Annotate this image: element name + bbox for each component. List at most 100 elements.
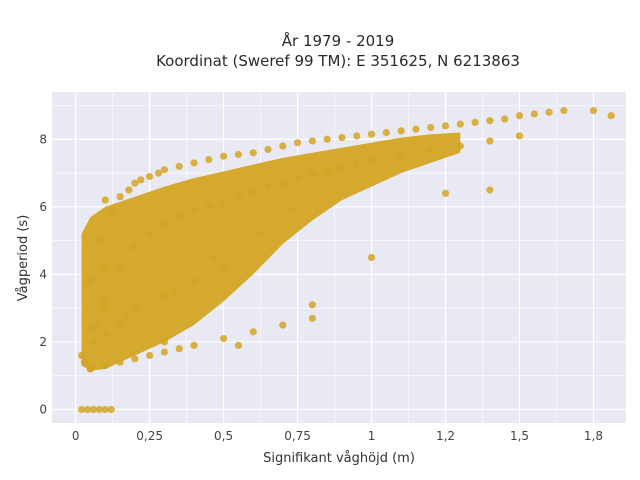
- data-point: [293, 174, 302, 182]
- data-point: [116, 358, 124, 366]
- data-point: [154, 169, 163, 177]
- data-point: [220, 196, 228, 204]
- data-point: [146, 172, 154, 181]
- y-tick-label: 4: [39, 267, 47, 281]
- data-point: [308, 314, 316, 322]
- data-point: [501, 115, 509, 123]
- data-point: [323, 135, 331, 143]
- data-point: [160, 348, 169, 356]
- scatter-points: [77, 106, 615, 414]
- chart-subtitle: Koordinat (Sweref 99 TM): E 351625, N 62…: [156, 52, 520, 70]
- data-point: [308, 301, 316, 309]
- data-point: [545, 108, 553, 116]
- data-point: [131, 179, 139, 187]
- data-point: [288, 206, 296, 214]
- data-point: [397, 152, 405, 160]
- data-point: [92, 321, 100, 329]
- data-point: [146, 351, 154, 360]
- data-point: [101, 361, 109, 370]
- data-point: [190, 159, 198, 167]
- data-point: [249, 188, 257, 196]
- x-tick-label: 1: [368, 429, 376, 443]
- data-point: [367, 130, 376, 138]
- data-point: [122, 311, 130, 319]
- x-axis-label: Signifikant våghöjd (m): [263, 451, 415, 466]
- x-axis-ticks: 0 0,25 0,5 0,75 1 1,2 1,5 1,8: [72, 429, 603, 443]
- data-point: [160, 291, 169, 299]
- data-point: [249, 328, 257, 336]
- y-tick-label: 2: [39, 335, 47, 349]
- data-point: [107, 209, 115, 218]
- data-point: [353, 161, 361, 169]
- y-tick-label: 0: [39, 402, 47, 416]
- data-point: [101, 331, 109, 339]
- data-point: [190, 341, 198, 349]
- data-point: [234, 193, 243, 201]
- data-point: [279, 321, 287, 329]
- data-point: [101, 264, 109, 272]
- data-point: [101, 196, 109, 204]
- data-point: [530, 110, 538, 118]
- data-point: [427, 123, 435, 132]
- data-point: [338, 164, 346, 172]
- data-point: [486, 186, 494, 194]
- data-point: [160, 166, 169, 174]
- y-axis-label: Vågperiod (s): [16, 215, 31, 302]
- data-point: [367, 157, 376, 165]
- x-tick-label: 0,75: [284, 429, 311, 443]
- data-point: [86, 365, 95, 373]
- data-point: [220, 334, 228, 343]
- data-point: [131, 355, 139, 363]
- x-tick-label: 0,25: [136, 429, 163, 443]
- x-tick-label: 1,5: [510, 429, 529, 443]
- data-point: [107, 405, 115, 414]
- data-point: [190, 206, 198, 214]
- data-point: [308, 171, 316, 179]
- data-point: [101, 405, 109, 414]
- data-point: [220, 152, 228, 160]
- data-point: [441, 189, 450, 197]
- data-point: [293, 139, 302, 147]
- data-point: [412, 125, 420, 133]
- data-point: [353, 132, 361, 140]
- data-point: [175, 345, 183, 353]
- data-point: [80, 358, 89, 366]
- chart-title: År 1979 - 2019: [282, 31, 395, 50]
- data-point: [308, 137, 316, 145]
- data-point: [89, 405, 98, 414]
- data-point: [323, 167, 331, 175]
- data-point: [382, 128, 390, 137]
- data-point: [486, 117, 494, 125]
- data-point: [441, 122, 450, 130]
- data-point: [338, 133, 346, 142]
- data-point: [95, 405, 103, 414]
- data-point: [137, 176, 145, 184]
- data-point: [131, 304, 139, 312]
- data-point: [175, 213, 183, 221]
- point-cloud-core: [81, 132, 461, 371]
- data-point: [456, 120, 464, 128]
- data-point: [255, 230, 263, 238]
- data-point: [190, 277, 198, 285]
- data-point: [220, 264, 228, 272]
- data-point: [607, 112, 615, 120]
- data-point: [101, 297, 109, 306]
- data-point: [77, 351, 86, 360]
- data-point: [77, 405, 86, 414]
- data-point: [234, 341, 243, 349]
- data-point: [367, 253, 376, 262]
- data-point: [397, 127, 405, 135]
- data-point: [160, 338, 169, 346]
- data-point: [205, 155, 213, 164]
- data-point: [95, 237, 103, 245]
- data-point: [486, 137, 494, 145]
- data-point: [116, 193, 124, 201]
- data-point: [279, 179, 287, 187]
- data-point: [515, 132, 524, 140]
- x-tick-label: 0,5: [214, 429, 233, 443]
- data-point: [211, 253, 219, 262]
- data-point: [116, 318, 124, 326]
- data-point: [98, 304, 106, 312]
- data-point: [264, 182, 272, 191]
